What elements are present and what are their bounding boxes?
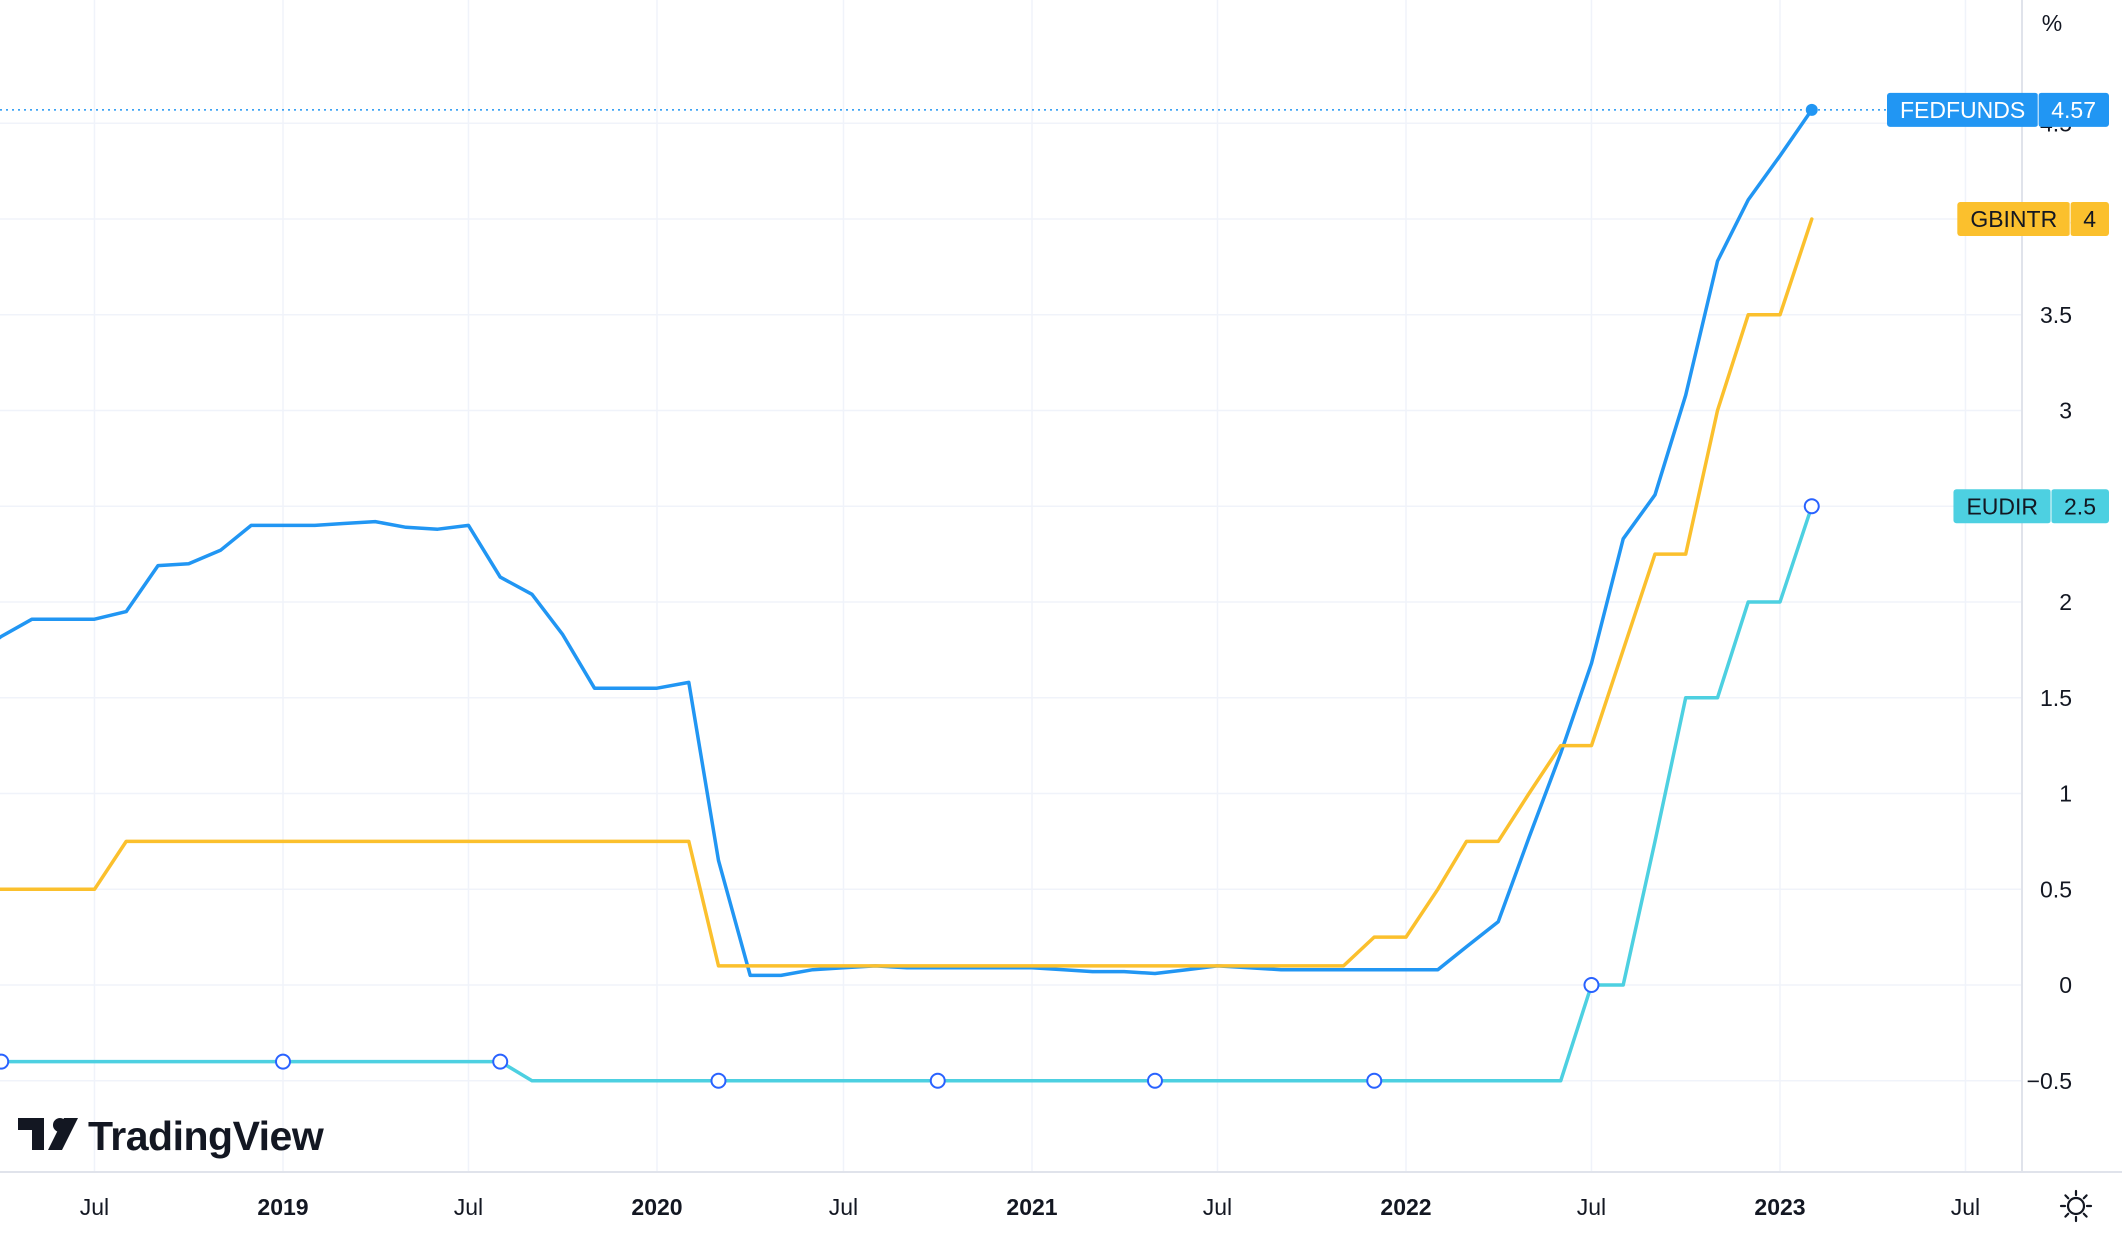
series-marker (0, 1053, 10, 1070)
badge-name-bg (1953, 489, 2052, 524)
x-tick-label: Jul (454, 1194, 483, 1220)
x-tick-label: 2022 (1380, 1194, 1431, 1220)
badge-series-name: EUDIR (1966, 493, 2038, 519)
series-endpoint (1805, 103, 1818, 116)
series-line-gbintr[interactable] (0, 217, 1814, 968)
badge-series-value: 4.57 (2051, 97, 2096, 123)
y-tick-label: 0.5 (2040, 876, 2072, 902)
y-tick-label: 2 (2059, 589, 2072, 615)
x-tick-label: 2023 (1754, 1194, 1805, 1220)
price-axis[interactable]: % 4.543.532.521.510.50−0.5 (2027, 10, 2073, 1094)
series-line-eudir[interactable] (0, 504, 1814, 1083)
badge-value-bg (2038, 92, 2109, 127)
series-marker (492, 1053, 509, 1070)
series-marker (1583, 977, 1600, 993)
y-tick-label: 0 (2059, 972, 2072, 998)
y-tick-label: −0.5 (2027, 1068, 2072, 1094)
gear-icon-tooth (2082, 1194, 2088, 1200)
x-tick-label: Jul (1577, 1194, 1606, 1220)
series-marker (710, 1072, 727, 1089)
y-tick-label: 1.5 (2040, 685, 2072, 711)
badge-name-bg (1957, 202, 2071, 236)
x-tick-label: Jul (829, 1194, 858, 1220)
badge-value-bg (2051, 489, 2109, 524)
badge-name-bg (1887, 92, 2039, 127)
badge-series-value: 4 (2083, 206, 2096, 232)
x-tick-label: Jul (1951, 1194, 1980, 1220)
time-axis[interactable]: Jul 2019 Jul 2020 Jul 2021 Jul 2022 Jul 2023 Jul (80, 1194, 1980, 1220)
badge-gbintr: GBINTR 4 (1957, 202, 2109, 236)
tradingview-logo: TradingView (18, 1113, 324, 1159)
grid (0, 0, 2122, 1173)
settings-gear-icon[interactable] (2059, 1189, 2093, 1223)
badge-eudir: EUDIR 2.5 (1953, 489, 2109, 524)
plot-area[interactable] (0, 103, 2022, 1089)
y-tick-label: 3.5 (2040, 302, 2072, 328)
y-tick-label: 3 (2059, 398, 2072, 424)
badge-fedfunds: FEDFUNDS 4.57 (1887, 92, 2109, 127)
series-marker (1803, 498, 1820, 515)
y-axis-unit: % (2042, 10, 2062, 36)
series-marker (275, 1053, 291, 1070)
badge-value-bg (2070, 202, 2109, 236)
gear-icon-tooth (2064, 1194, 2070, 1200)
series-marker (1146, 1072, 1163, 1089)
watermark: TradingView (88, 1113, 324, 1159)
gear-icon-ring (2066, 1196, 2086, 1216)
badge-series-name: FEDFUNDS (1900, 97, 2025, 123)
x-tick-label: 2020 (631, 1194, 682, 1220)
gear-icon-tooth (2082, 1212, 2088, 1218)
x-tick-label: Jul (1203, 1194, 1232, 1220)
y-tick-label: 1 (2059, 781, 2072, 807)
x-tick-label: 2019 (257, 1194, 308, 1220)
badge-series-name: GBINTR (1970, 206, 2057, 232)
gear-icon-tooth (2064, 1212, 2070, 1218)
series-marker (929, 1072, 946, 1089)
tv-logo-icon (18, 1118, 78, 1150)
last-value-badges: FEDFUNDS 4.57 GBINTR 4 EUDIR 2.5 (1887, 92, 2109, 524)
series-line-fedfunds[interactable] (0, 108, 1814, 978)
series-marker (1366, 1072, 1383, 1089)
badge-series-value: 2.5 (2064, 493, 2096, 519)
x-tick-label: Jul (80, 1194, 109, 1220)
x-tick-label: 2021 (1006, 1194, 1057, 1220)
